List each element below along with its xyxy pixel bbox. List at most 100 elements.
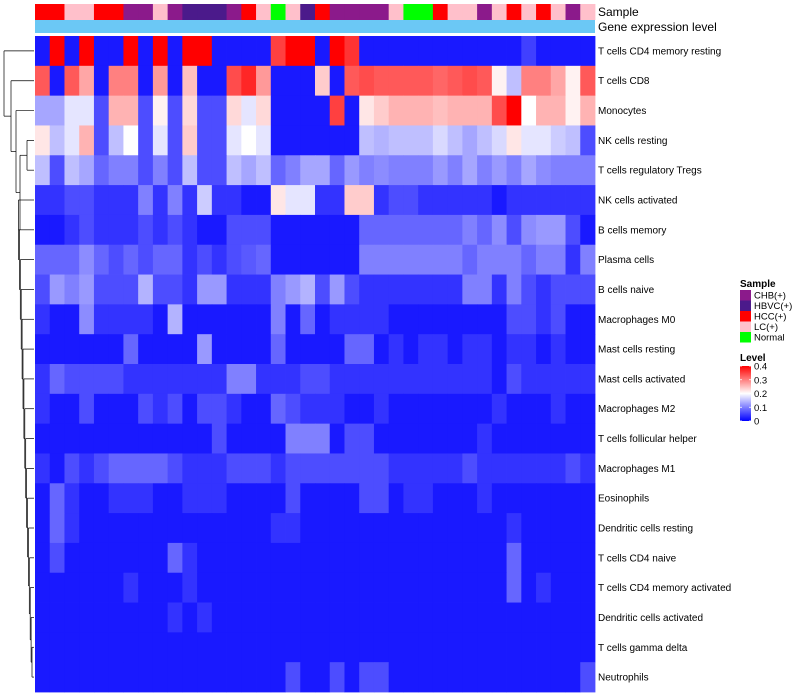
heatmap-cell [447,632,463,663]
heatmap-cell [550,572,566,603]
heatmap-cell [270,364,286,395]
heatmap-cell [167,483,183,514]
heatmap-cell [462,155,478,186]
heatmap-cell [329,393,345,425]
heatmap-cell [270,662,286,693]
heatmap-cell [300,334,316,365]
heatmap-cell [521,393,537,425]
row-label: Macrophages M1 [598,464,676,475]
legend: Sample CHB(+)HBVC(+)HCC(+)LC(+)Normal Le… [740,279,792,428]
heatmap-cell [123,214,139,246]
heatmap-cell [477,185,493,216]
sample-annotation-cell [182,4,198,20]
heatmap-cell [462,185,478,216]
heatmap-cell [211,364,227,395]
heatmap-cell [344,513,360,544]
heatmap-cell [565,155,581,186]
heatmap-cell [49,393,65,425]
heatmap-cell [521,36,537,67]
heatmap-cell [182,542,198,574]
heatmap-cell [344,334,360,365]
heatmap-cell [79,423,95,454]
heatmap-cell [477,393,493,425]
heatmap-cell [344,155,360,186]
heatmap-cell [35,334,51,365]
sample-legend-label: LC(+) [754,322,778,333]
heatmap-cell [329,95,345,126]
heatmap-cell [580,423,596,454]
heatmap-cell [270,632,286,663]
sample-annotation-bar [35,4,596,20]
heatmap-cell [108,125,124,156]
heatmap-cell [315,483,331,514]
heatmap-cell [197,542,213,574]
heatmap-cell [197,453,213,484]
heatmap-cell [167,65,183,97]
heatmap-cell [462,274,478,305]
heatmap-cell [123,244,139,275]
heatmap-cell [550,244,566,275]
gene-expression-annotation-label: Gene expression level [598,20,717,34]
heatmap-cell [285,185,301,216]
heatmap-cell [359,513,375,544]
heatmap-cell [477,274,493,305]
heatmap-cell [359,572,375,603]
heatmap-cell [241,65,257,97]
heatmap-cell [506,423,522,454]
heatmap-cell [285,602,301,633]
heatmap-cell [418,542,434,574]
heatmap-cell [359,95,375,126]
row-label: T cells regulatory Tregs [598,166,702,177]
heatmap-cell [138,483,154,514]
heatmap-cell [93,364,110,395]
heatmap-cell [506,65,522,97]
heatmap-cell [477,542,493,574]
heatmap-cell [359,662,375,693]
heatmap-cell [373,244,390,275]
sample-annotation-cell [462,4,478,20]
heatmap-cell [226,572,242,603]
heatmap-cell [536,36,552,67]
heatmap-cell [536,95,552,126]
heatmap-cell [197,662,213,693]
heatmap-cell [418,364,434,395]
heatmap-cell [373,602,390,633]
heatmap-cell [506,244,522,275]
heatmap-cell [565,334,581,365]
heatmap-cell [521,65,537,97]
heatmap-cell [418,214,434,246]
heatmap-cell [241,244,257,275]
heatmap-cell [256,572,272,603]
heatmap-cell [152,632,169,663]
heatmap-cell [93,662,110,693]
heatmap-cell [373,155,390,186]
heatmap-cell [506,453,522,484]
heatmap-cell [477,483,493,514]
heatmap-cell [329,36,345,67]
heatmap-cell [447,453,463,484]
heatmap-cell [64,274,80,305]
heatmap-cell [270,423,286,454]
heatmap-cell [329,274,345,305]
heatmap-cell [580,214,596,246]
heatmap-cell [270,602,286,633]
heatmap-cell [35,214,51,246]
heatmap-cell [521,95,537,126]
heatmap-cell [64,542,80,574]
heatmap-cell [256,36,272,67]
heatmap-cell [93,274,110,305]
heatmap-cell [35,304,51,335]
heatmap-cell [565,364,581,395]
heatmap-cell [359,155,375,186]
heatmap-cell [388,185,404,216]
heatmap-cell [329,65,345,97]
heatmap-cell [462,36,478,67]
heatmap-cell [241,36,257,67]
heatmap-cell [167,513,183,544]
heatmap-cell [211,95,227,126]
heatmap-cell [197,65,213,97]
heatmap-cell [108,185,124,216]
heatmap-cell [256,95,272,126]
heatmap-cell [565,542,581,574]
heatmap-cell [344,244,360,275]
